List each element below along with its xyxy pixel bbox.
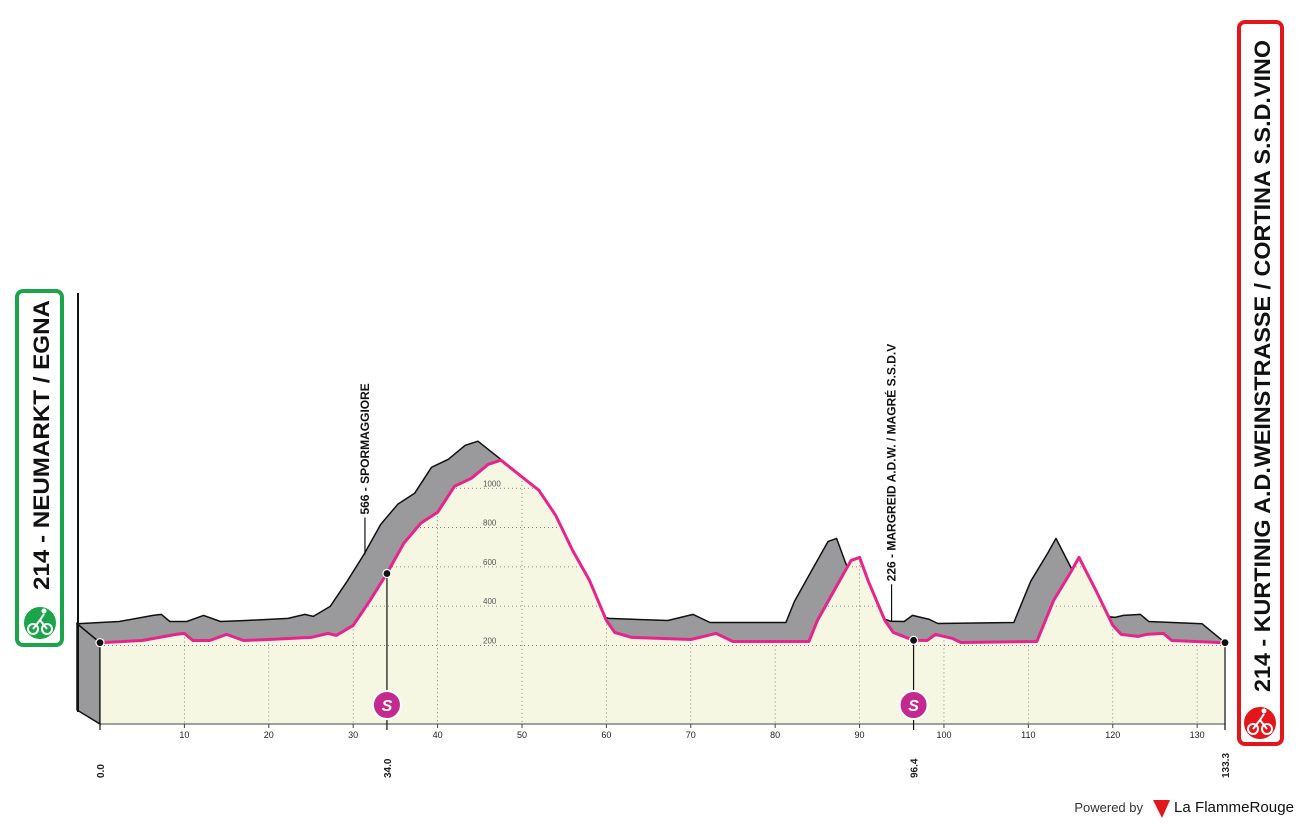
- start-icon: [22, 605, 58, 641]
- sprint-icon-text: S: [908, 698, 919, 715]
- profile-area: [100, 460, 1225, 724]
- x-tick-label: 130: [1190, 730, 1205, 740]
- brand-logo: [1153, 800, 1170, 818]
- location-dot: [1220, 638, 1230, 648]
- footer-powered: Powered by: [1074, 800, 1143, 815]
- x-tick-label: 60: [601, 730, 611, 740]
- y-tick-label: 800: [483, 519, 497, 528]
- x-tick-label: 70: [686, 730, 696, 740]
- x-tick-label: 40: [433, 730, 443, 740]
- location-dot: [382, 568, 392, 579]
- finish-banner: [1237, 20, 1284, 746]
- x-tick-label: 80: [770, 730, 780, 740]
- start-label: 214 - NEUMARKT / EGNA: [29, 300, 54, 590]
- x-tick-label: 20: [264, 730, 274, 740]
- y-tick-label: 400: [483, 597, 497, 606]
- x-tick-label: 10: [179, 730, 189, 740]
- sprint-icon: [371, 690, 402, 720]
- x-tick-label: 120: [1105, 730, 1120, 740]
- x-tick-label: 110: [1021, 730, 1035, 740]
- km-label: 34.0: [383, 758, 394, 778]
- x-tick-label: 30: [348, 730, 358, 740]
- sprint-icon-text: S: [382, 698, 393, 715]
- x-tick-label: 90: [855, 730, 865, 740]
- waypoint-label: 566 - SPORMAGGIORE: [358, 383, 372, 514]
- km-label: 133.3: [1221, 753, 1232, 778]
- y-tick-label: 1000: [483, 479, 501, 488]
- sprint-icon: [898, 690, 929, 720]
- location-dot: [908, 635, 919, 645]
- location-dot: [95, 638, 105, 648]
- grid: [100, 476, 1225, 724]
- km-label: 96.4: [910, 758, 921, 778]
- waypoint-label: 226 - MARGREID A.D.W. / MAGRÉ S.S.D.V: [884, 344, 899, 582]
- finish-icon: [1242, 705, 1278, 741]
- x-tick-label: 50: [517, 730, 527, 740]
- start-banner: [15, 289, 64, 647]
- footer-brand: La FlammeRouge: [1174, 799, 1294, 816]
- x-tick-label: 100: [936, 730, 951, 740]
- y-tick-label: 200: [483, 636, 497, 645]
- km-label: 0.0: [96, 764, 107, 778]
- y-tick-label: 600: [483, 558, 497, 567]
- finish-label: 214 - KURTINIG A.D.WEINSTRASSE / CORTINA…: [1250, 40, 1275, 692]
- profile-line: [99, 458, 1226, 645]
